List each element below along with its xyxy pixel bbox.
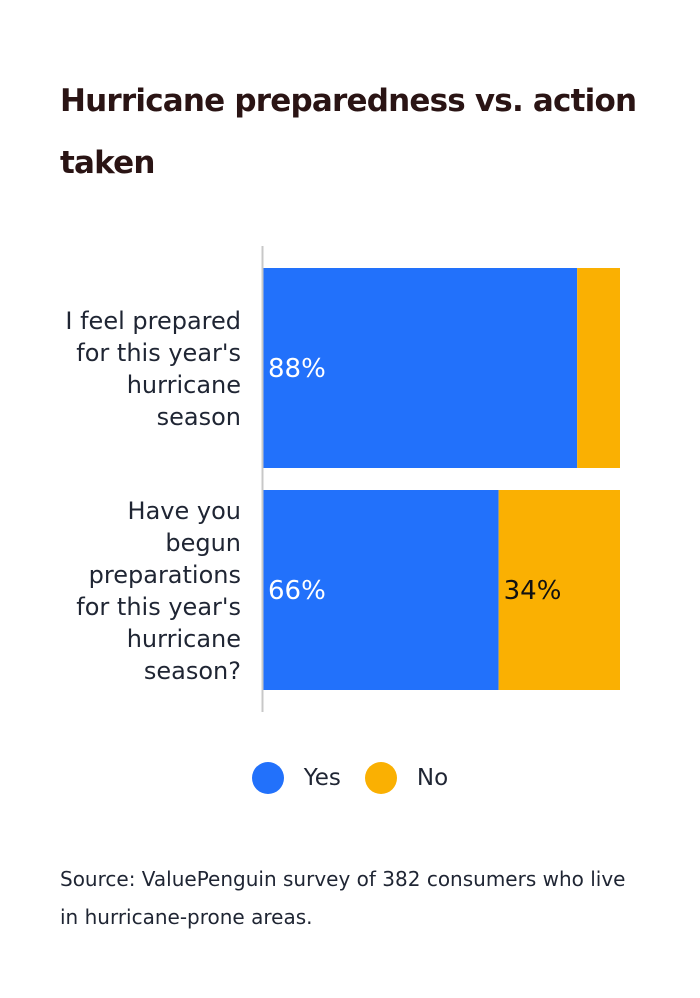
- legend: Yes No: [0, 757, 700, 799]
- data-label-no-2: 34%: [504, 576, 562, 606]
- data-label-yes-1: 88%: [268, 354, 326, 384]
- source-note: Source: ValuePenguin survey of 382 consu…: [60, 867, 626, 929]
- legend-item-no: No: [364, 762, 449, 794]
- legend-item-yes: Yes: [251, 762, 341, 794]
- chart-title: Hurricane preparedness vs. action taken: [60, 83, 637, 181]
- category-label-1: I feel prepared for this year's hurricane s…: [65, 307, 241, 431]
- bar-no-2: [498, 490, 620, 690]
- legend-swatch-yes: [251, 762, 284, 794]
- bar-no-1: [577, 268, 620, 468]
- data-label-yes-2: 66%: [268, 576, 326, 606]
- legend-label-yes: Yes: [303, 765, 341, 791]
- legend-swatch-no: [364, 762, 397, 794]
- bar-chart: 88% I feel prepared for this year's hurrica…: [65, 246, 620, 712]
- category-label-2: Have you begun preparations for this year's…: [76, 497, 241, 685]
- bar-yes-2: [263, 490, 499, 690]
- bar-yes-1: [263, 268, 578, 468]
- legend-label-no: No: [416, 765, 449, 791]
